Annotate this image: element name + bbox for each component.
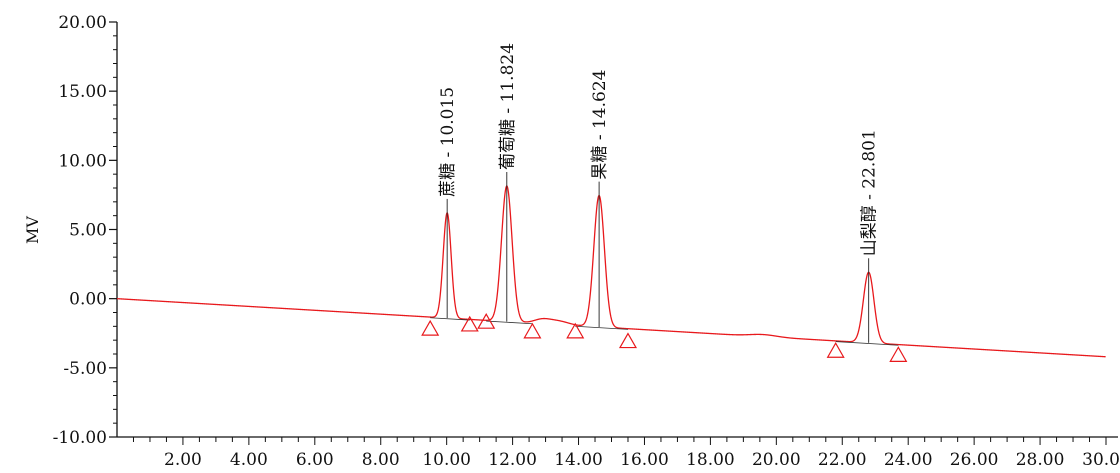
x-tick-label: 18.00 xyxy=(686,450,735,470)
y-tick-label: 5.00 xyxy=(69,221,107,241)
x-tick-label: 24.00 xyxy=(884,450,933,470)
peak-label: 果糖 - 14.624 xyxy=(590,70,610,180)
axes: 20.00 15.00 10.00 5.00 0.00 -5.00 -10.00 2.00 4.… xyxy=(53,13,1120,470)
y-tick-label: 20.00 xyxy=(58,13,107,33)
y-tick-label: -10.00 xyxy=(53,428,107,448)
x-tick-label: 10.00 xyxy=(422,450,471,470)
peak-boundary-marker xyxy=(828,343,844,357)
x-tick-label: 28.00 xyxy=(1016,450,1065,470)
y-tick-label: 15.00 xyxy=(58,82,107,102)
peak-label-group: 蔗糖 - 10.015 xyxy=(438,87,458,197)
chromatogram-trace xyxy=(117,186,1106,357)
peak-label-group: 山梨醇 - 22.801 xyxy=(860,129,880,256)
y-axis-label: MV xyxy=(23,216,42,244)
peak-label-group: 果糖 - 14.624 xyxy=(590,70,610,180)
x-tick-label: 2.00 xyxy=(164,450,202,470)
x-tick-label: 22.00 xyxy=(818,450,867,470)
peak-boundary-marker xyxy=(890,347,906,361)
x-tick-label: 30.0 xyxy=(1082,450,1120,470)
peak-boundary-marker xyxy=(524,324,540,338)
x-tick-label: 8.00 xyxy=(362,450,400,470)
peak-label: 蔗糖 - 10.015 xyxy=(438,87,458,197)
peak-label: 葡萄糖 - 11.824 xyxy=(498,43,518,170)
peak-boundary-marker xyxy=(422,321,438,335)
y-tick-label: -5.00 xyxy=(63,359,107,379)
x-tick-label: 26.00 xyxy=(950,450,999,470)
chart-marks: 蔗糖 - 10.015 葡萄糖 - 11.824 果糖 - 14.624 山梨醇 - … xyxy=(117,43,1106,361)
y-tick-label: 0.00 xyxy=(69,290,107,310)
peak-boundary-marker xyxy=(567,324,583,338)
x-tick-label: 20.00 xyxy=(752,450,801,470)
peak-label-group: 葡萄糖 - 11.824 xyxy=(498,43,518,170)
x-tick-label: 12.00 xyxy=(488,450,537,470)
peak-boundary-marker xyxy=(620,334,636,348)
peak-label: 山梨醇 - 22.801 xyxy=(860,129,880,256)
x-tick-label: 14.00 xyxy=(554,450,603,470)
x-tick-label: 4.00 xyxy=(230,450,268,470)
y-tick-label: 10.00 xyxy=(58,151,107,171)
x-tick-label: 16.00 xyxy=(620,450,669,470)
x-tick-label: 6.00 xyxy=(296,450,334,470)
